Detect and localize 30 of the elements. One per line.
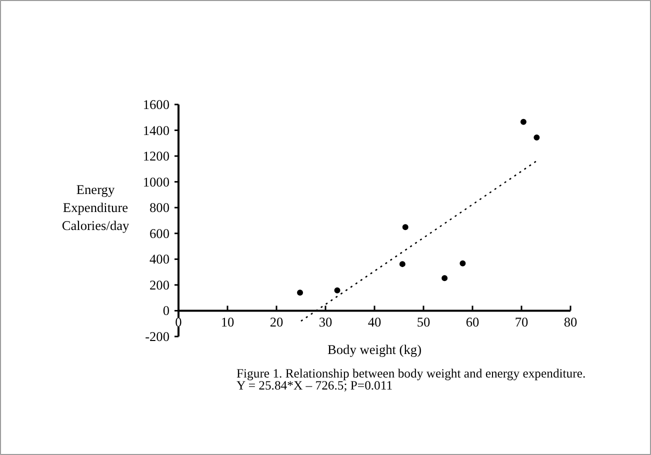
x-tick-label: 50 — [416, 314, 430, 330]
y-tick-label: 800 — [150, 200, 170, 216]
y-tick-label: 1000 — [142, 174, 170, 190]
point — [399, 261, 406, 268]
y-axis-title: Energy Expenditure Calories/day — [62, 182, 130, 233]
x-tick-label: 40 — [368, 314, 382, 330]
point — [442, 275, 448, 282]
caption: Figure 1. Relationship between body weight and energy expenditure. — [236, 366, 586, 380]
y-tick-label: 1600 — [142, 97, 170, 112]
x-tick-label: 70 — [514, 314, 528, 330]
y-tick-label: 1200 — [142, 148, 170, 164]
y-tick-label: 0 — [162, 303, 170, 318]
x-tick-label: 80 — [564, 314, 578, 330]
y-tick-label: -200 — [145, 329, 170, 344]
x-tick-label: 10 — [220, 314, 234, 330]
x-axis-title: Body weight (kg) — [327, 342, 422, 357]
point — [334, 287, 340, 294]
point — [402, 224, 408, 230]
y-tick-label: 1400 — [142, 122, 170, 138]
y-tick-label: 200 — [150, 277, 170, 292]
x-tick-label: 0 — [175, 314, 182, 330]
point — [534, 134, 540, 140]
point — [460, 260, 466, 266]
y-tick-label: 600 — [150, 226, 170, 241]
point — [520, 118, 526, 125]
x-tick-label: 60 — [466, 314, 480, 330]
x-tick-label: 30 — [318, 314, 332, 330]
point — [297, 290, 304, 296]
x-tick-label: 20 — [270, 314, 284, 330]
y-tick-label: 400 — [150, 252, 170, 267]
